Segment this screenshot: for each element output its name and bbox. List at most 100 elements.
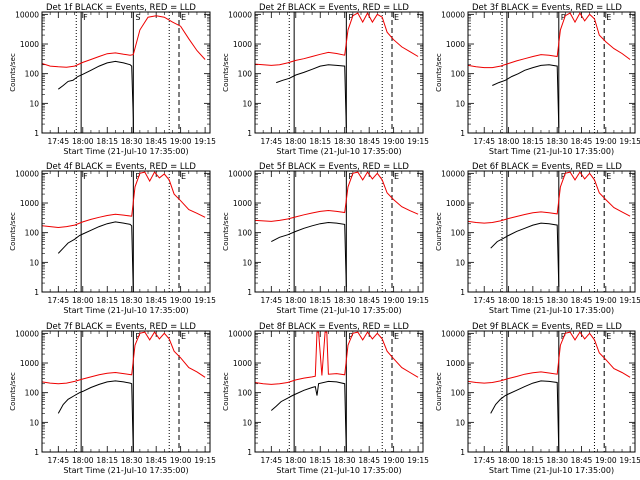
x-tick-label: 18:00 [285,137,307,146]
plot-frame [254,11,424,134]
y-tick-label: 1 [247,288,252,297]
x-tick-label: 19:15 [407,296,429,305]
plot-frame [41,11,211,134]
y-tick-label: 100 [238,229,253,238]
y-tick-label: 10 [29,258,39,267]
y-axis-label: Counts/sec [435,212,443,251]
time-marker-label: E [606,172,611,181]
time-marker-label: E [606,332,611,341]
x-tick-label: 18:45 [358,296,380,305]
events-series-line [57,380,134,452]
x-tick-label: 17:45 [473,137,495,146]
plot-frame [41,330,211,453]
x-tick-label: 19:15 [619,296,640,305]
x-tick-label: 18:00 [72,456,94,465]
x-tick-label: 18:30 [334,296,356,305]
y-tick-label: 10 [455,258,465,267]
x-axis-label: Start Time (21-Jul-10 17:35:00) [276,466,401,475]
events-series-line [276,64,347,128]
y-tick-label: 1000 [233,40,252,49]
x-tick-label: 17:45 [473,296,495,305]
x-tick-label: 19:15 [194,137,216,146]
x-tick-label: 18:45 [571,296,593,305]
x-tick-label: 18:15 [96,296,118,305]
x-tick-label: 19:00 [595,137,617,146]
time-marker-label: P [135,332,140,341]
chart-panel-1: 1 10 100 1000 10000 17:45 18:00 18:15 18:30 18:45… [9,3,216,156]
time-marker-label: P [348,172,353,181]
time-marker-label: S [135,13,140,22]
time-marker-label: P [348,332,353,341]
x-axis-label: Start Time (21-Jul-10 17:35:00) [489,306,614,315]
y-tick-label: 10 [242,418,252,427]
x-tick-label: 17:45 [47,137,69,146]
x-tick-label: 18:30 [334,137,356,146]
x-tick-label: 19:00 [595,296,617,305]
x-tick-label: 18:00 [72,137,94,146]
events-series-line [270,380,347,452]
x-tick-label: 19:00 [170,137,192,146]
x-axis-label: Start Time (21-Jul-10 17:35:00) [276,306,401,315]
x-tick-label: 18:00 [285,456,307,465]
lld-series-line [255,12,419,66]
y-tick-label: 10000 [15,10,39,19]
time-marker-label: E [394,172,399,181]
y-tick-label: 10 [242,99,252,108]
plot-frame [467,170,636,293]
y-tick-label: 1 [460,129,465,138]
x-tick-label: 18:30 [334,456,356,465]
x-tick-label: 19:00 [170,296,192,305]
y-axis-label: Counts/sec [9,372,17,411]
time-marker-label: E [606,13,611,22]
chart-panel-5: 1 10 100 1000 10000 17:45 18:00 18:15 18:30 18:45… [222,162,429,315]
time-marker-label: P [561,172,566,181]
lld-series-line [468,331,631,384]
lld-series-line [42,331,206,385]
x-tick-label: 19:15 [407,456,429,465]
time-marker-label: E [181,332,186,341]
time-marker-label: E [394,13,399,22]
chart-title: Det 3f BLACK = Events, RED = LLD [472,3,622,13]
x-tick-label: 19:00 [595,456,617,465]
time-marker-label: P [135,172,140,181]
x-tick-label: 18:30 [546,137,568,146]
y-tick-label: 1000 [20,359,39,368]
x-tick-label: 18:45 [145,296,167,305]
plot-frame [467,330,636,453]
x-tick-label: 18:15 [96,137,118,146]
y-tick-label: 1000 [20,40,39,49]
y-tick-label: 100 [238,70,253,79]
x-tick-label: 18:00 [498,296,520,305]
y-tick-label: 1 [460,288,465,297]
chart-panel-3: 1 10 100 1000 10000 17:45 18:00 18:15 18:30 18:45… [435,3,640,156]
events-series-line [490,380,560,452]
y-tick-label: 100 [25,70,40,79]
time-marker-label: P [561,332,566,341]
x-tick-label: 18:15 [522,296,544,305]
y-tick-label: 10 [242,258,252,267]
y-tick-label: 10 [29,99,39,108]
x-tick-label: 17:45 [47,296,69,305]
lld-series-line [255,171,419,222]
x-tick-label: 18:45 [145,137,167,146]
x-tick-label: 18:45 [358,137,380,146]
time-marker-label: E [181,13,186,22]
x-tick-label: 18:15 [522,137,544,146]
time-marker-label: E [394,332,399,341]
y-tick-label: 1 [460,448,465,457]
lld-series-line [468,171,631,224]
y-tick-label: 1 [247,129,252,138]
x-tick-label: 18:15 [309,456,331,465]
x-tick-label: 18:00 [72,296,94,305]
x-tick-label: 17:45 [47,456,69,465]
x-axis-label: Start Time (21-Jul-10 17:35:00) [489,147,614,156]
y-tick-label: 1 [34,448,39,457]
y-tick-label: 10000 [15,169,39,178]
y-tick-label: 100 [451,70,466,79]
chart-panel-8: 1 10 100 1000 10000 17:45 18:00 18:15 18:30 18:45… [222,322,429,475]
x-tick-label: 18:45 [571,137,593,146]
y-axis-label: Counts/sec [9,212,17,251]
x-tick-label: 19:15 [619,456,640,465]
y-tick-label: 1 [34,288,39,297]
